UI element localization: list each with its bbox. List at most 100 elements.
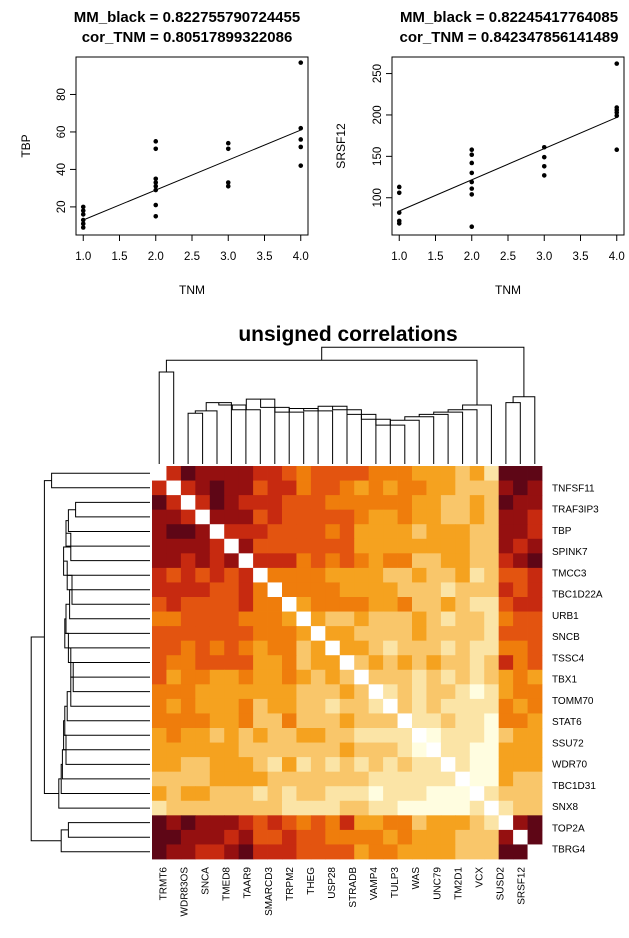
heatmap-cell bbox=[397, 713, 413, 729]
heatmap-cell bbox=[180, 800, 196, 816]
heatmap-cell bbox=[527, 684, 543, 700]
heatmap-cell bbox=[195, 538, 211, 554]
heatmap-cell bbox=[325, 829, 341, 845]
heatmap-cell bbox=[195, 815, 211, 831]
heatmap-cell bbox=[209, 771, 225, 787]
heatmap-cell bbox=[238, 844, 254, 860]
heatmap-cell bbox=[296, 786, 312, 802]
heatmap-cell bbox=[469, 757, 485, 773]
x-tick-label: 4.0 bbox=[293, 251, 309, 263]
column-dendrogram-link bbox=[187, 412, 204, 464]
heatmap-cell bbox=[152, 684, 167, 700]
data-point bbox=[469, 170, 475, 176]
x-tick-label: 2.0 bbox=[464, 251, 480, 263]
heatmap-cell bbox=[412, 742, 427, 758]
heatmap-cell bbox=[339, 815, 355, 831]
heatmap-cell bbox=[253, 698, 268, 714]
heatmap-cell bbox=[426, 582, 442, 598]
heatmap-cell bbox=[397, 611, 413, 627]
heatmap-cell bbox=[152, 567, 167, 583]
heatmap-cell bbox=[325, 509, 341, 525]
heatmap-cell bbox=[354, 713, 370, 729]
heatmap-cell bbox=[282, 728, 297, 743]
heatmap-cell bbox=[397, 771, 413, 787]
heatmap-cell bbox=[325, 553, 341, 569]
heatmap-cell bbox=[209, 728, 225, 743]
heatmap-cell bbox=[498, 567, 514, 583]
heatmap-cell bbox=[253, 800, 268, 816]
row-dendrogram-link bbox=[67, 509, 150, 532]
heatmap-cell bbox=[484, 815, 500, 831]
heatmap-cell bbox=[238, 597, 254, 612]
heatmap-cell bbox=[166, 757, 182, 773]
heatmap-cell bbox=[354, 495, 370, 511]
heatmap-cell bbox=[527, 640, 543, 656]
data-point bbox=[396, 221, 402, 226]
heatmap-cell bbox=[325, 611, 341, 627]
heatmap-cell bbox=[455, 640, 471, 656]
heatmap-cell bbox=[397, 597, 413, 612]
heatmap-cell bbox=[296, 829, 312, 845]
heatmap-cell bbox=[412, 524, 427, 540]
heatmap-cell bbox=[339, 480, 355, 496]
x-tick-label: 4.0 bbox=[609, 251, 625, 263]
heatmap-cell bbox=[527, 655, 543, 671]
heatmap-cell bbox=[440, 786, 456, 802]
heatmap-cell bbox=[397, 844, 413, 860]
heatmap-cell bbox=[383, 829, 398, 845]
heatmap-cell bbox=[180, 567, 196, 583]
heatmap-cell bbox=[224, 728, 240, 743]
heatmap-cell bbox=[484, 698, 500, 714]
heatmap-cell bbox=[426, 611, 442, 627]
heatmap-cell bbox=[310, 480, 326, 496]
heatmap-cell bbox=[152, 655, 167, 671]
heatmap-cell bbox=[180, 669, 196, 685]
heatmap-cell bbox=[368, 567, 384, 583]
heatmap-cell bbox=[310, 771, 326, 787]
heatmap-cell bbox=[224, 786, 240, 802]
heatmap-cell bbox=[166, 553, 182, 569]
heatmap-cell bbox=[152, 713, 167, 729]
heatmap-cell bbox=[166, 771, 182, 787]
heatmap-cell bbox=[296, 815, 312, 831]
column-dendrogram-link bbox=[505, 402, 521, 464]
x-tick-label: 3.0 bbox=[536, 251, 552, 263]
heatmap-cell bbox=[296, 713, 312, 729]
data-point bbox=[469, 192, 475, 197]
data-point bbox=[469, 186, 475, 191]
heatmap-cell bbox=[310, 800, 326, 816]
heatmap-cell bbox=[383, 466, 398, 481]
heatmap-cell bbox=[195, 757, 211, 773]
heatmap-cell bbox=[325, 698, 341, 714]
heatmap-cell bbox=[498, 655, 514, 671]
heatmap-cell bbox=[296, 669, 312, 685]
heatmap-cell bbox=[339, 524, 355, 540]
heatmap-cell bbox=[238, 800, 254, 816]
heatmap-cell bbox=[455, 844, 471, 860]
heatmap-cell bbox=[412, 786, 427, 802]
heatmap-cell bbox=[267, 538, 283, 554]
heatmap-cell bbox=[180, 611, 196, 627]
heatmap-cell bbox=[455, 728, 471, 743]
heatmap-cell bbox=[412, 553, 427, 569]
heatmap-cell bbox=[282, 466, 297, 481]
panel1-x-label: TNM bbox=[179, 283, 205, 297]
heatmap-cell bbox=[282, 597, 297, 612]
heatmap-cell bbox=[339, 757, 355, 773]
heatmap-cell bbox=[484, 771, 500, 787]
heatmap-cell bbox=[325, 728, 341, 743]
data-point bbox=[80, 225, 86, 230]
heatmap-cell bbox=[469, 800, 485, 816]
heatmap-cell bbox=[195, 655, 211, 671]
data-point bbox=[469, 152, 475, 157]
heatmap-cell bbox=[527, 495, 543, 511]
heatmap-cell bbox=[339, 684, 355, 700]
heatmap-cell bbox=[498, 538, 514, 554]
heatmap-cell bbox=[484, 684, 500, 700]
heatmap-cell bbox=[339, 771, 355, 787]
heatmap-cell bbox=[498, 713, 514, 729]
heatmap-cell bbox=[209, 742, 225, 758]
heatmap-cell bbox=[455, 786, 471, 802]
heatmap-cell bbox=[310, 626, 326, 642]
panel1-y-axis: 20 40 60 80 bbox=[56, 88, 76, 213]
